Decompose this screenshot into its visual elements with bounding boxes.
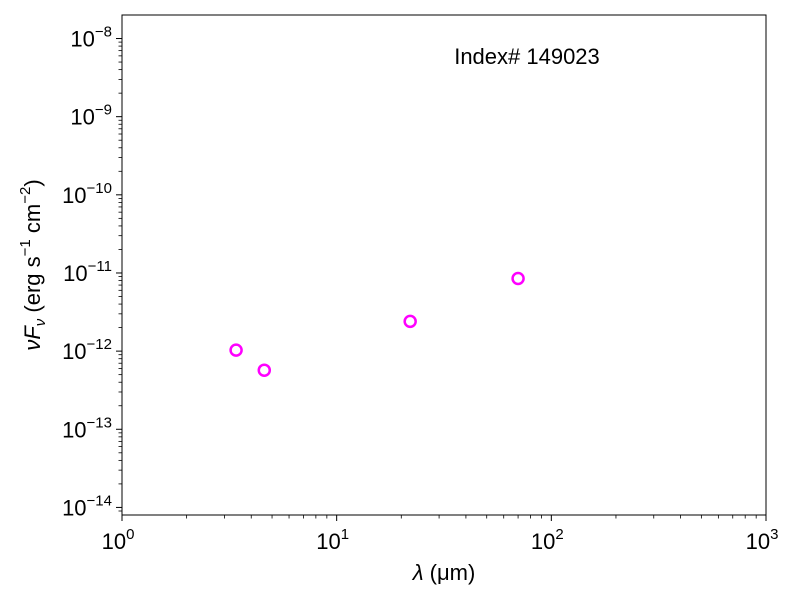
y-tick-label: 10−12 <box>62 336 112 364</box>
y-tick-label: 10−9 <box>70 102 112 130</box>
y-tick-label: 10−10 <box>62 180 112 208</box>
data-point <box>511 271 525 286</box>
y-tick-label: 10−8 <box>70 24 112 52</box>
y-tick-label: 10−11 <box>63 258 112 286</box>
x-tick-label: 103 <box>746 526 779 554</box>
plot-frame <box>121 14 767 516</box>
x-axis-label: λ (μm) <box>412 560 476 585</box>
index-annotation: Index# 149023 <box>454 44 600 69</box>
y-axis-label: νFν (erg s−1 cm−2) <box>17 179 49 350</box>
data-points <box>229 271 525 377</box>
axis-ticks: 100 101 102 103 10−14 10−13 10−12 10−11 10−10 10−… <box>62 24 778 554</box>
data-point <box>403 314 417 329</box>
y-tick-label: 10−13 <box>62 414 112 442</box>
x-tick-label: 100 <box>102 526 135 554</box>
data-point <box>257 363 272 377</box>
x-tick-label: 102 <box>531 526 564 554</box>
x-tick-label: 101 <box>316 526 349 554</box>
y-tick-label: 10−14 <box>62 492 112 520</box>
data-point <box>229 343 243 357</box>
